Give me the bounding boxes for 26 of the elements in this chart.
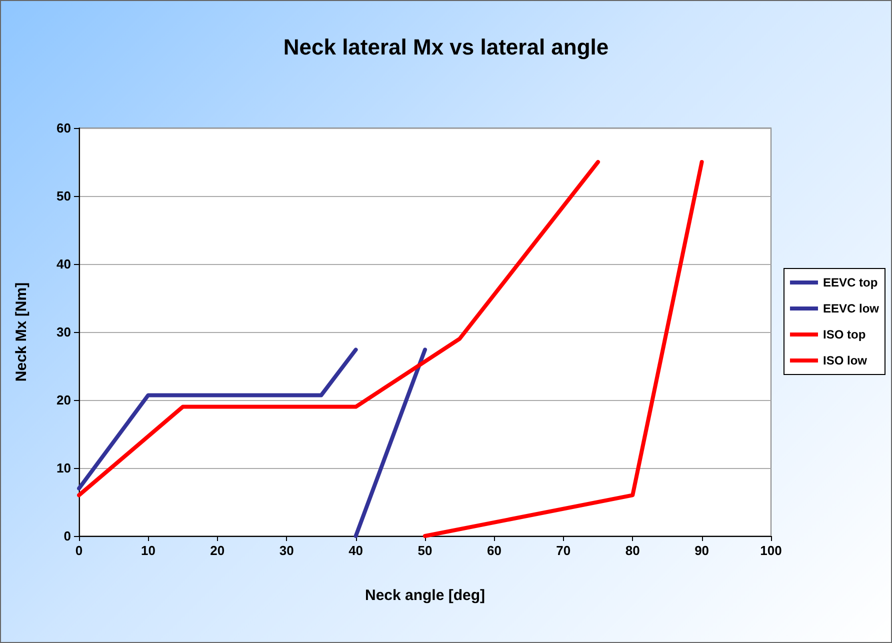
x-tick-label: 100 bbox=[760, 543, 782, 558]
legend-label: ISO low bbox=[822, 354, 868, 368]
x-tick-label: 20 bbox=[210, 543, 225, 558]
y-tick-label: 10 bbox=[56, 460, 71, 476]
y-tick-label: 60 bbox=[56, 120, 71, 136]
x-tick-label: 50 bbox=[418, 543, 432, 558]
x-tick-label: 60 bbox=[486, 543, 502, 558]
x-tick-label: 80 bbox=[625, 543, 640, 558]
legend-label: EEVC low bbox=[822, 302, 880, 316]
x-axis-title: Neck angle [deg] bbox=[364, 587, 486, 604]
y-tick-label: 30 bbox=[56, 324, 71, 340]
line-series bbox=[77, 160, 600, 498]
legend-label: ISO top bbox=[822, 328, 866, 342]
y-tick-label: 20 bbox=[56, 392, 71, 408]
x-tick-label: 90 bbox=[694, 543, 710, 558]
x-tick-label: 10 bbox=[140, 543, 156, 558]
chart-title: Neck lateral Mx vs lateral angle bbox=[283, 34, 609, 60]
y-tick-label: 40 bbox=[56, 256, 71, 272]
y-axis-title: Neck Mx [Nm] bbox=[13, 282, 30, 382]
y-tick-label: 50 bbox=[56, 188, 71, 204]
x-tick-label: 70 bbox=[556, 543, 571, 558]
legend-label: EEVC top bbox=[822, 276, 878, 290]
x-tick-label: 30 bbox=[279, 543, 294, 558]
x-tick-label: 40 bbox=[348, 543, 364, 558]
x-tick-label: 0 bbox=[75, 543, 83, 558]
y-tick-label: 0 bbox=[64, 528, 71, 544]
